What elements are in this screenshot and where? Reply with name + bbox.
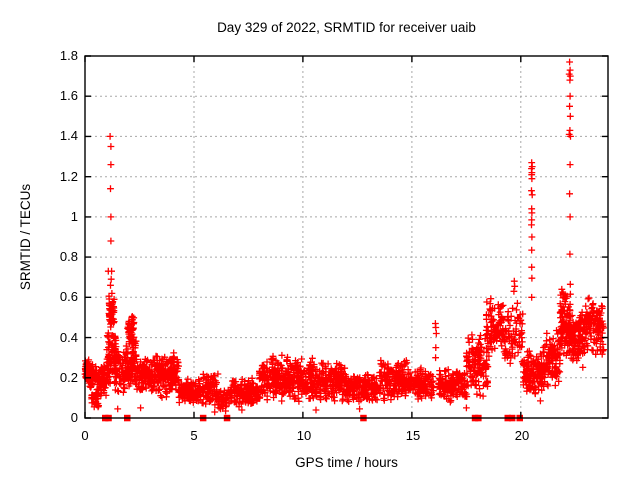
x-tick-label-0: 0	[81, 428, 89, 443]
scatter-points	[81, 58, 607, 416]
y-tick-label-1: 1	[70, 209, 78, 224]
chart-title: Day 329 of 2022, SRMTID for receiver uai…	[217, 20, 476, 35]
y-tick-label-1.2: 1.2	[59, 169, 78, 184]
y-tick-label-0.4: 0.4	[59, 330, 78, 345]
y-tick-label-1.6: 1.6	[59, 88, 78, 103]
y-tick-label-0.8: 0.8	[59, 249, 78, 264]
x-tick-label-15: 15	[405, 428, 421, 443]
plot-border-and-ticks	[84, 55, 609, 419]
x-tick-label-5: 5	[190, 428, 198, 443]
y-tick-label-0: 0	[70, 410, 78, 425]
y-tick-label-0.2: 0.2	[59, 370, 78, 385]
x-tick-label-10: 10	[296, 428, 312, 443]
y-tick-label-1.4: 1.4	[59, 128, 78, 143]
y-tick-label-0.6: 0.6	[59, 289, 78, 304]
x-axis-label: GPS time / hours	[295, 455, 398, 470]
x-tick-label-20: 20	[514, 428, 530, 443]
y-tick-label-1.8: 1.8	[59, 48, 78, 63]
